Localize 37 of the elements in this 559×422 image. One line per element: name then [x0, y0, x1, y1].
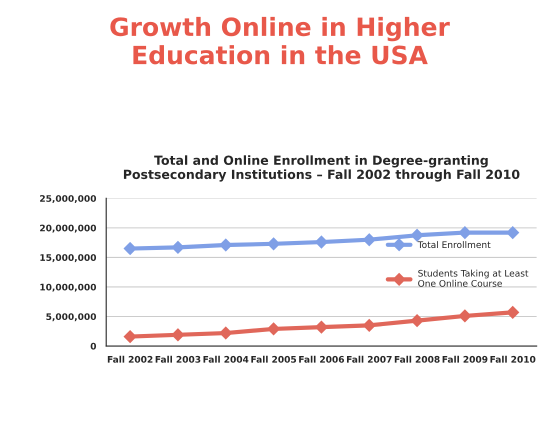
- x-tick-label: Fall 2007: [346, 356, 392, 363]
- y-tick-label: 10,000,000: [40, 284, 96, 292]
- point: [362, 318, 376, 332]
- y-tick-label: 25,000,000: [40, 195, 96, 204]
- point: [506, 226, 520, 240]
- point: [458, 309, 472, 322]
- point: [315, 236, 328, 248]
- point: [506, 306, 520, 319]
- point: [410, 228, 424, 242]
- x-tick-label: Fall 2004: [204, 356, 248, 363]
- point: [362, 233, 376, 246]
- point: [410, 314, 424, 328]
- x-tick-label: Fall 2006: [299, 356, 344, 363]
- x-tick-label: Fall 2003: [156, 356, 200, 363]
- point: [172, 328, 184, 342]
- point: [219, 238, 232, 252]
- point: [219, 326, 232, 340]
- point: [124, 330, 137, 343]
- x-tick-label: Fall 2009: [442, 356, 488, 363]
- x-tick-label: Fall 2010: [490, 356, 536, 363]
- x-tick-label: Fall 2008: [394, 356, 440, 363]
- chart-subtitle: Total and Online Enrollment in Degree-granting Postsecondary Institutions – Fall 2002 through Fall 2010: [124, 155, 520, 182]
- legend-label: Total Enrollment: [418, 241, 490, 248]
- legend-label: Students Taking at Least One Online Course: [418, 270, 528, 287]
- point: [267, 322, 280, 336]
- y-tick-label: 15,000,000: [40, 254, 96, 262]
- point: [172, 240, 184, 254]
- point: [458, 226, 472, 240]
- point: [315, 320, 328, 334]
- y-tick-label: 0: [90, 342, 96, 350]
- y-tick-label: 20,000,000: [40, 224, 96, 233]
- point: [124, 242, 137, 255]
- x-tick-label: Fall 2005: [251, 356, 296, 363]
- point: [267, 237, 280, 250]
- x-tick-label: Fall 2002: [108, 356, 152, 363]
- chart-title: Growth Online in Higher Education in the USA: [110, 16, 450, 64]
- y-tick-label: 5,000,000: [46, 313, 96, 322]
